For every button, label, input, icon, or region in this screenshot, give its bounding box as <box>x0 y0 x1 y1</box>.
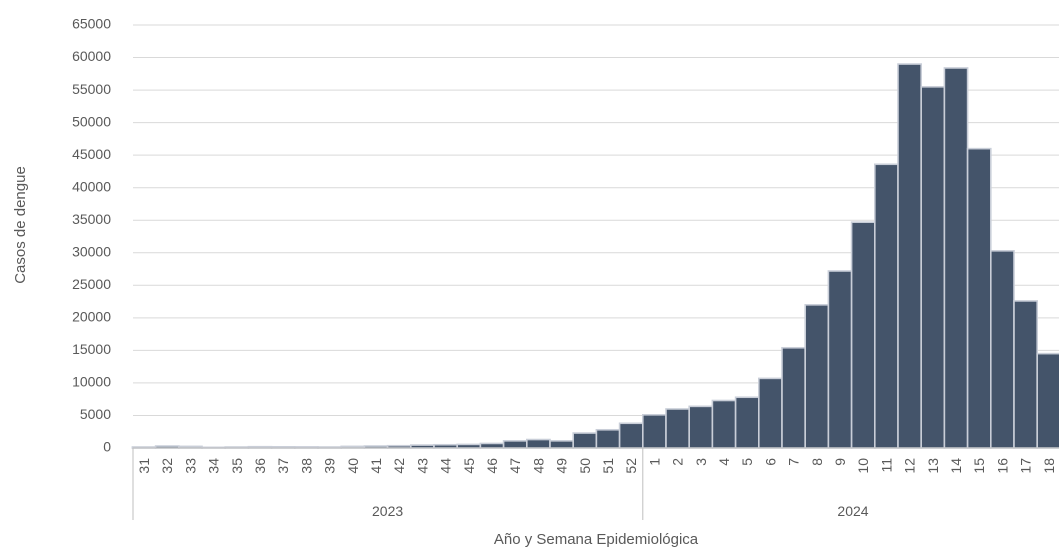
bar-2024-week-10 <box>850 221 876 449</box>
bar-2024-week-6 <box>757 377 783 449</box>
x-tick-label: 38 <box>298 458 314 474</box>
x-tick-label: 3 <box>693 458 709 466</box>
y-tick-label: 25000 <box>72 276 111 292</box>
x-tick-label: 49 <box>554 458 570 474</box>
x-tick-label: 40 <box>345 458 361 474</box>
x-tick-label: 1 <box>646 458 662 466</box>
bar-2024-week-5 <box>734 396 760 449</box>
y-tick-label: 0 <box>103 439 111 455</box>
x-tick-label: 10 <box>855 458 871 474</box>
y-axis: 0 5000 10000 15000 20000 25000 30000 35000 40000… <box>72 16 111 455</box>
x-tick-label: 17 <box>1018 458 1034 474</box>
bar-2024-week-11 <box>873 163 899 449</box>
bar-2024-week-1 <box>641 414 667 449</box>
bar-2024-week-17 <box>1013 300 1039 449</box>
bar-2024-week-4 <box>711 399 737 449</box>
bar-2024-week-16 <box>989 250 1015 449</box>
y-axis-title: Casos de dengue <box>12 166 29 284</box>
x-tick-label: 8 <box>809 458 825 466</box>
x-tick-label: 47 <box>507 458 523 474</box>
bar-2023-week-51 <box>595 428 621 449</box>
bar-2024-week-15 <box>966 147 992 449</box>
x-tick-label: 34 <box>206 458 222 474</box>
x-tick-label: 44 <box>438 458 454 474</box>
bar-2024-week-13 <box>920 86 946 449</box>
y-tick-label: 10000 <box>72 374 111 390</box>
x-tick-label: 9 <box>832 458 848 466</box>
x-tick-label: 39 <box>322 458 338 474</box>
x-tick-label: 13 <box>925 458 941 474</box>
bar-2023-week-46 <box>479 442 505 449</box>
x-tick-label: 33 <box>182 458 198 474</box>
group-label-2024: 2024 <box>837 503 868 519</box>
x-tick-label: 46 <box>484 458 500 474</box>
x-tick-label: 52 <box>623 458 639 474</box>
x-tick-label: 35 <box>229 458 245 474</box>
x-tick-label: 7 <box>786 458 802 466</box>
x-tick-label: 2 <box>670 458 686 466</box>
x-tick-label: 18 <box>1041 458 1057 474</box>
y-tick-label: 45000 <box>72 146 111 162</box>
y-tick-label: 30000 <box>72 243 111 259</box>
x-tick-label: 6 <box>762 458 778 466</box>
x-axis-title: Año y Semana Epidemiológica <box>494 531 699 548</box>
x-tick-label: 16 <box>994 458 1010 474</box>
x-tick-label: 4 <box>716 458 732 466</box>
x-axis: 31 32 33 34 35 36 37 38 39 40 41 42 43 44 45 46 47 48 49 50… <box>132 447 1059 520</box>
bar-2023-week-47 <box>502 440 528 449</box>
x-tick-label: 14 <box>948 458 964 474</box>
bar-2023-week-52 <box>618 422 644 449</box>
gridlines <box>133 24 1059 449</box>
bar-2023-week-48 <box>525 438 551 449</box>
bar-2024-week-12 <box>897 63 923 449</box>
y-tick-label: 15000 <box>72 341 111 357</box>
x-tick-label: 32 <box>159 458 175 474</box>
x-tick-label: 36 <box>252 458 268 474</box>
x-tick-label: 51 <box>600 458 616 474</box>
y-tick-label: 65000 <box>72 16 111 32</box>
bar-2023-week-45 <box>456 443 482 449</box>
group-label-2023: 2023 <box>372 503 403 519</box>
y-tick-label: 50000 <box>72 113 111 129</box>
x-tick-label: 41 <box>368 458 384 474</box>
bar-2023-week-50 <box>572 432 598 449</box>
y-tick-label: 60000 <box>72 48 111 64</box>
bar-2024-week-18 <box>1036 352 1059 449</box>
bar-2024-week-3 <box>688 405 714 449</box>
bar-2024-week-14 <box>943 67 969 449</box>
y-tick-label: 35000 <box>72 211 111 227</box>
x-tick-label: 11 <box>878 458 894 473</box>
x-tick-label: 5 <box>739 458 755 466</box>
y-tick-label: 40000 <box>72 178 111 194</box>
x-tick-label: 42 <box>391 458 407 474</box>
x-tick-label: 48 <box>530 458 546 474</box>
x-tick-label: 50 <box>577 458 593 474</box>
x-tick-label: 37 <box>275 458 291 474</box>
x-tick-label: 15 <box>971 458 987 474</box>
bar-2024-week-2 <box>665 408 691 449</box>
bar-2024-week-7 <box>781 346 807 449</box>
y-tick-label: 55000 <box>72 81 111 97</box>
x-tick-label: 45 <box>461 458 477 474</box>
y-tick-label: 20000 <box>72 309 111 325</box>
x-tick-label: 31 <box>136 458 152 474</box>
bars <box>131 63 1059 449</box>
x-tick-label: 43 <box>414 458 430 474</box>
y-tick-label: 5000 <box>80 406 111 422</box>
bar-2023-week-49 <box>549 440 575 449</box>
x-tick-label: 12 <box>902 458 918 474</box>
bar-2024-week-8 <box>804 304 830 449</box>
bar-2024-week-9 <box>827 270 853 449</box>
